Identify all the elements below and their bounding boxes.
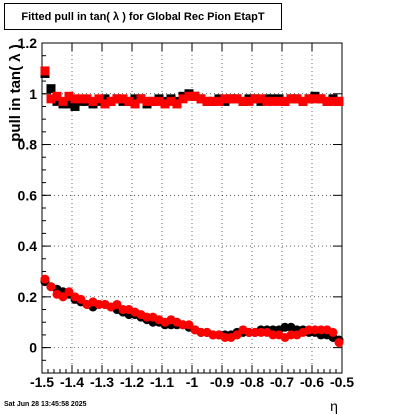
y-tick-label: 1.2 bbox=[18, 35, 38, 51]
data-point-square bbox=[100, 99, 110, 109]
x-axis-label: η bbox=[330, 398, 338, 414]
data-point-square bbox=[244, 96, 254, 106]
data-point-square bbox=[208, 96, 218, 106]
data-point-square bbox=[322, 96, 332, 106]
data-point-square bbox=[94, 94, 104, 104]
y-axis-label: pull in tan( λ ) bbox=[7, 44, 24, 142]
axis-ticks: -1.5 -1.4 -1.3 -1.2 -1.1 -1 -0.9 -0.8 -0.7 -0.6 -0… bbox=[18, 35, 355, 390]
data-point-square bbox=[148, 96, 158, 106]
x-tick-label: -0.7 bbox=[270, 374, 294, 390]
data-point-square bbox=[292, 94, 302, 104]
data-point-circle bbox=[64, 287, 74, 297]
data-point-square bbox=[298, 96, 308, 106]
x-tick-label: -0.6 bbox=[300, 374, 324, 390]
x-tick-label: -1 bbox=[186, 374, 199, 390]
data-point-square bbox=[316, 94, 326, 104]
data-point-square bbox=[112, 94, 122, 104]
y-tick-label: 0.4 bbox=[18, 238, 38, 254]
data-point-circle bbox=[58, 292, 68, 302]
y-tick-label: 0 bbox=[29, 340, 37, 356]
data-point-square bbox=[106, 96, 116, 106]
y-tick-label: 0.6 bbox=[18, 187, 38, 203]
data-point-square bbox=[274, 96, 284, 106]
data-point-square bbox=[196, 94, 206, 104]
data-point-circle bbox=[76, 294, 86, 304]
data-point-square bbox=[64, 91, 74, 101]
data-point-square bbox=[142, 96, 152, 106]
data-point-square bbox=[286, 94, 296, 104]
data-point-square bbox=[190, 91, 200, 101]
x-tick-label: -1.4 bbox=[60, 374, 84, 390]
data-point-square bbox=[238, 96, 248, 106]
data-point-square bbox=[70, 94, 80, 104]
data-point-square bbox=[136, 94, 146, 104]
x-tick-label: -1.3 bbox=[90, 374, 114, 390]
x-tick-label: -1.5 bbox=[30, 374, 54, 390]
data-point-square bbox=[256, 94, 266, 104]
data-point-circle bbox=[232, 330, 242, 340]
data-markers bbox=[40, 66, 344, 348]
data-point-square bbox=[160, 99, 170, 109]
data-point-square bbox=[64, 99, 74, 109]
data-point-square bbox=[202, 96, 212, 106]
x-tick-label: -0.9 bbox=[210, 374, 234, 390]
data-point-circle bbox=[40, 274, 50, 284]
data-point-square bbox=[304, 94, 314, 104]
y-tick-label: 0.2 bbox=[18, 289, 38, 305]
data-point-square bbox=[58, 96, 68, 106]
data-point-square bbox=[328, 96, 338, 106]
data-point-square bbox=[184, 91, 194, 101]
data-point-square bbox=[52, 91, 62, 101]
data-point-circle bbox=[328, 327, 338, 337]
data-point-square bbox=[118, 94, 128, 104]
data-point-square bbox=[250, 94, 260, 104]
data-point-square bbox=[124, 96, 134, 106]
data-point-square bbox=[178, 94, 188, 104]
x-tick-label: -0.8 bbox=[240, 374, 264, 390]
chart-title: Fitted pull in tan( λ ) for Global Rec P… bbox=[21, 11, 265, 23]
data-point-square bbox=[130, 94, 140, 104]
data-point-square bbox=[262, 96, 272, 106]
data-point-square bbox=[154, 96, 164, 106]
data-point-square bbox=[172, 99, 182, 109]
data-point-square bbox=[334, 96, 344, 106]
data-point-square bbox=[46, 94, 56, 104]
data-point-square bbox=[82, 94, 92, 104]
data-point-circle bbox=[112, 299, 122, 309]
data-point-square bbox=[70, 101, 80, 111]
data-point-circle bbox=[334, 338, 344, 348]
data-point-square bbox=[232, 94, 242, 104]
data-point-square bbox=[280, 96, 290, 106]
y-tick-label: 0.8 bbox=[18, 137, 38, 153]
x-tick-label: -1.1 bbox=[150, 374, 174, 390]
data-point-square bbox=[40, 66, 50, 76]
data-point-square bbox=[220, 94, 230, 104]
timestamp: Sat Jun 28 13:45:58 2025 bbox=[4, 401, 87, 408]
data-point-square bbox=[52, 96, 62, 106]
data-point-square bbox=[214, 96, 224, 106]
title-box: Fitted pull in tan( λ ) for Global Rec P… bbox=[4, 3, 282, 30]
data-point-square bbox=[130, 99, 140, 109]
data-point-square bbox=[226, 94, 236, 104]
data-point-square bbox=[268, 96, 278, 106]
data-point-circle bbox=[184, 320, 194, 330]
x-tick-label: -0.5 bbox=[330, 374, 354, 390]
data-point-square bbox=[76, 94, 86, 104]
data-point-square bbox=[310, 94, 320, 104]
data-point-square bbox=[100, 94, 110, 104]
data-point-square bbox=[46, 84, 56, 94]
data-point-square bbox=[88, 96, 98, 106]
data-point-circle bbox=[46, 282, 56, 292]
y-tick-label: 1 bbox=[29, 86, 37, 102]
data-point-square bbox=[166, 96, 176, 106]
x-tick-label: -1.2 bbox=[120, 374, 144, 390]
